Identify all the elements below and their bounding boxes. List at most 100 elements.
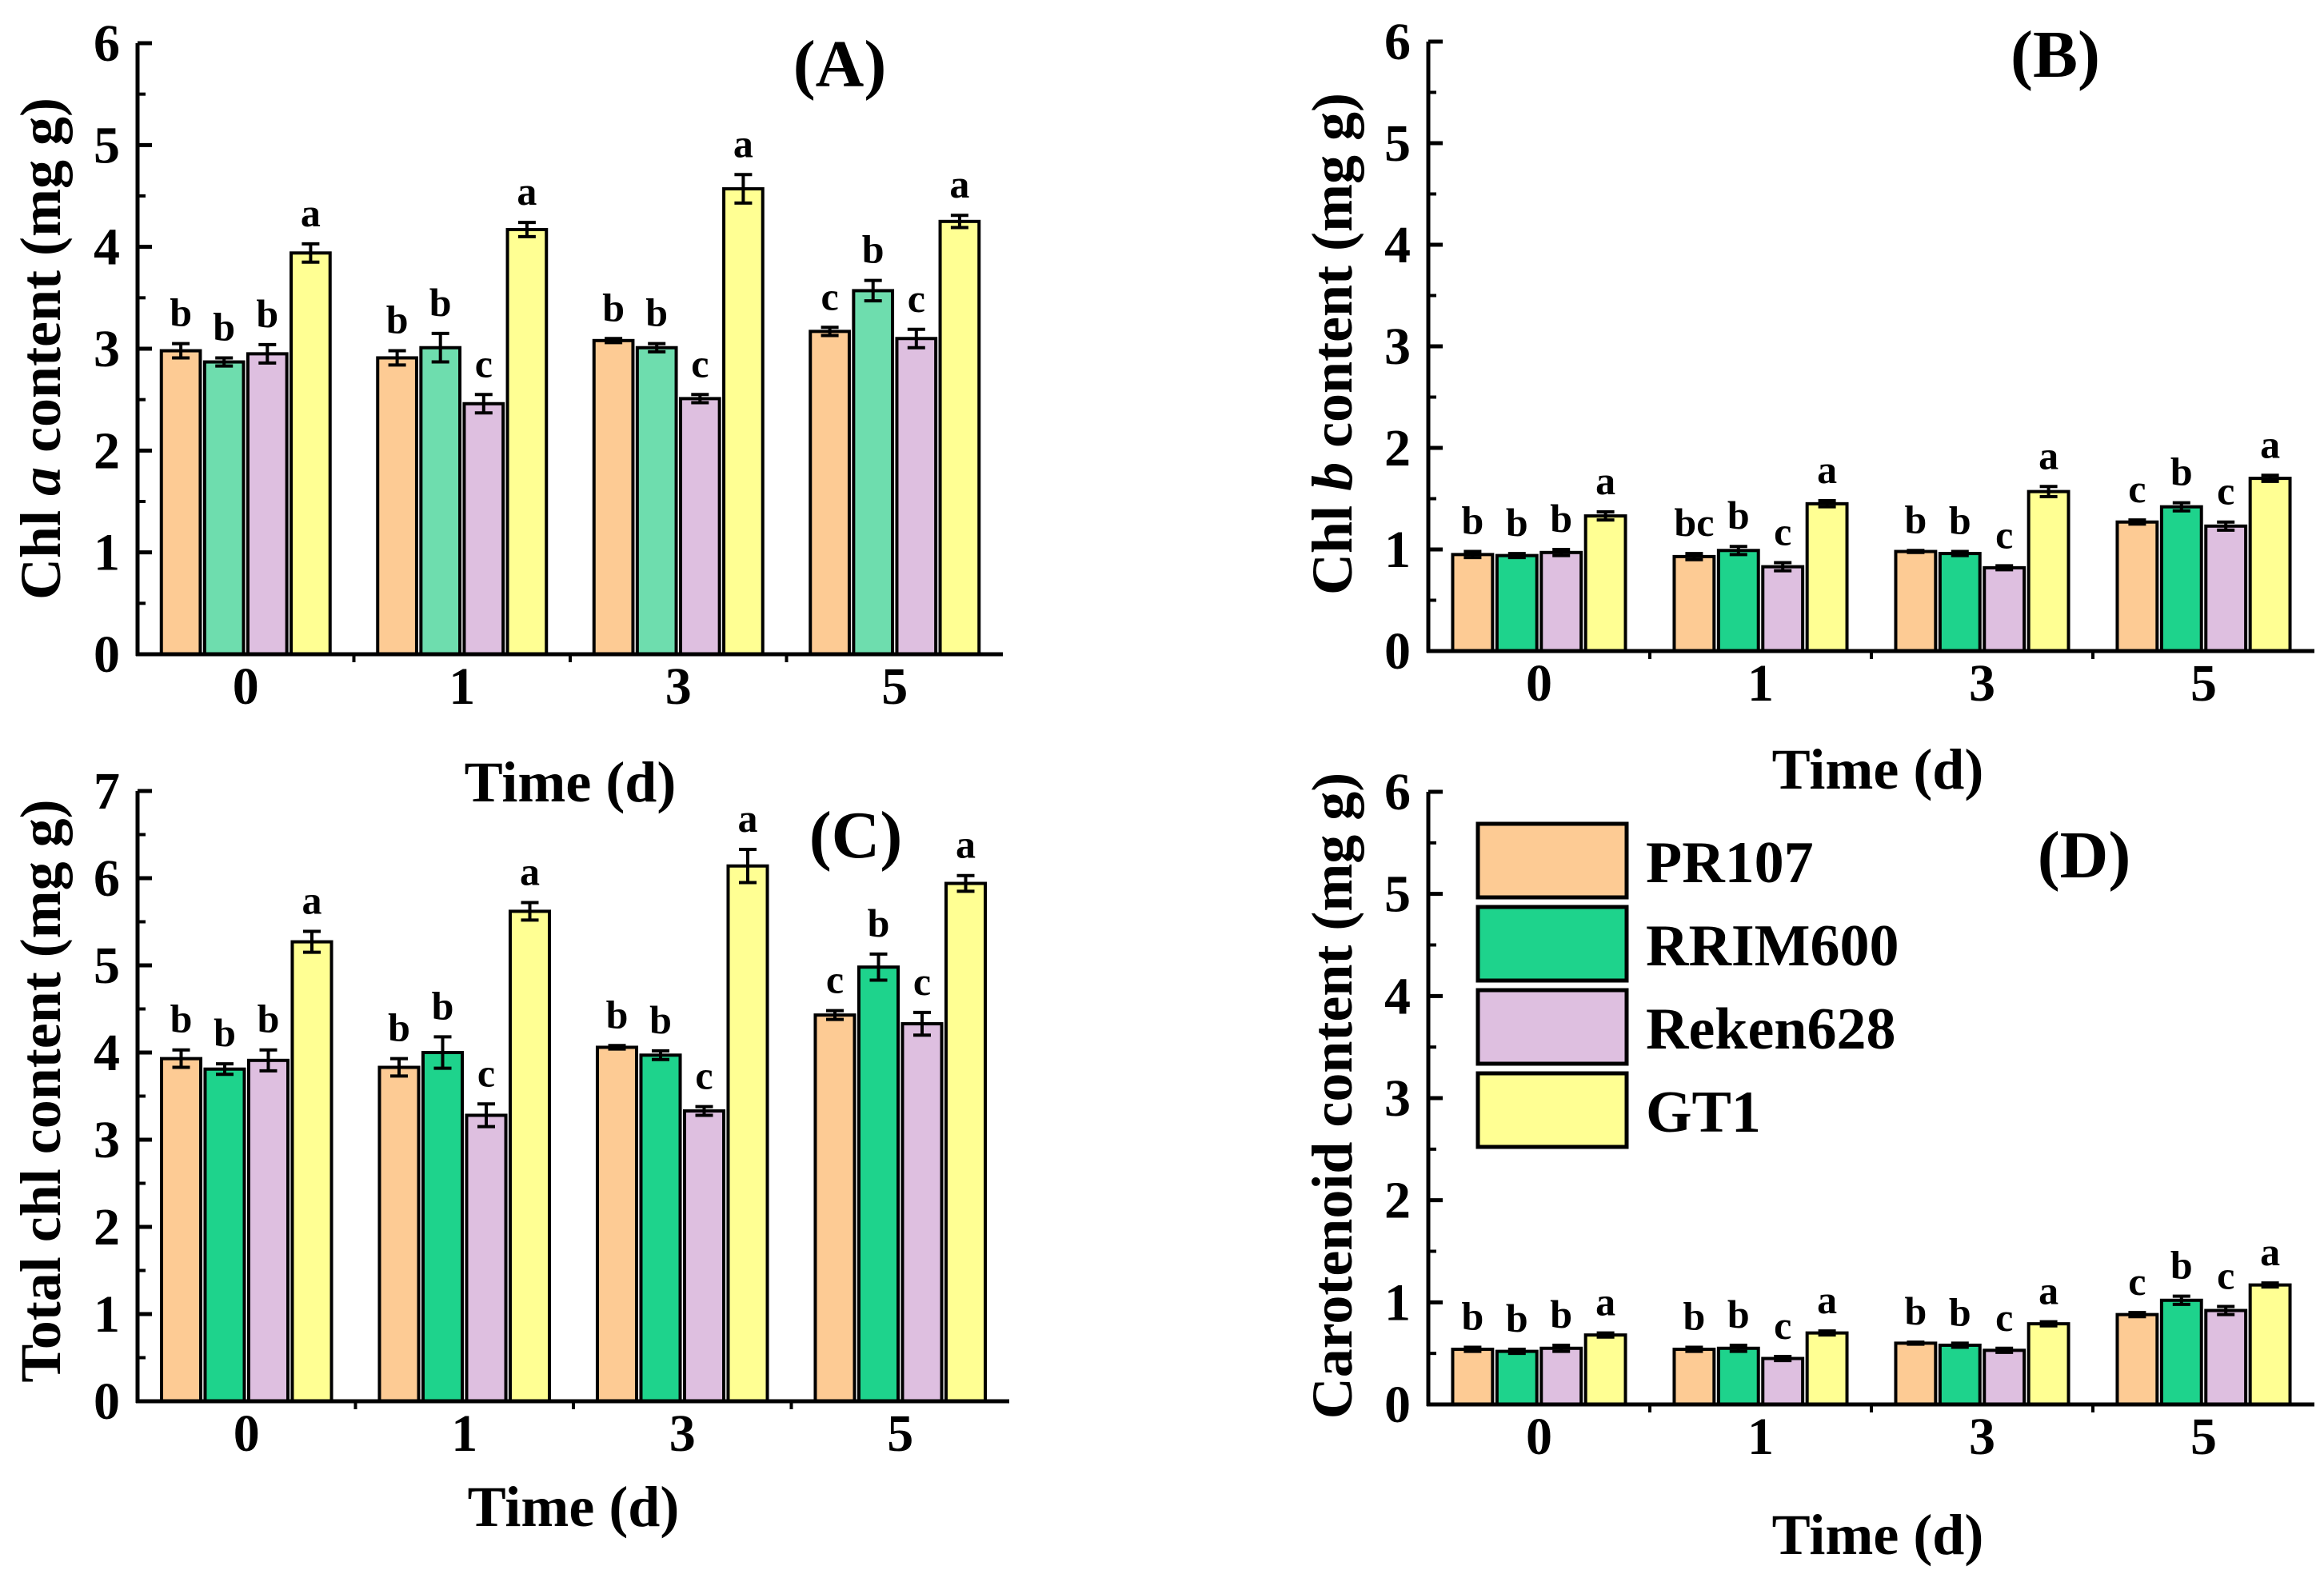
significance-letter: b	[388, 1005, 410, 1050]
bar-rrim600-1	[1716, 1346, 1760, 1406]
x-axis-title: Time (d)	[468, 1475, 680, 1539]
bar-rrim600-1	[1716, 549, 1760, 653]
panel-title: (D)	[2038, 818, 2131, 893]
significance-letter: c	[1774, 509, 1791, 554]
bar-pr107-5	[809, 330, 851, 656]
bar-gt1-5	[2248, 1283, 2292, 1406]
y-tick-label: 3	[94, 320, 120, 378]
x-tick-label: 5	[2190, 654, 2217, 713]
significance-letter: b	[862, 227, 884, 272]
significance-letter: b	[602, 285, 625, 330]
x-tick-label: 3	[1969, 654, 1995, 713]
significance-letter: b	[170, 997, 193, 1041]
y-tick-label: 0	[1384, 1376, 1411, 1434]
y-tick-label: 6	[1384, 763, 1411, 821]
significance-letter: c	[2217, 1252, 2234, 1297]
significance-letter: b	[258, 997, 280, 1041]
panel-title: (B)	[2011, 18, 2100, 92]
y-axis-title: Chl b content (mg g)	[1300, 93, 1364, 595]
legend-swatch-gt1	[1475, 1071, 1629, 1149]
x-tick-label: 3	[1969, 1408, 1995, 1466]
legend-label-reken628: Reken628	[1646, 997, 1895, 1062]
significance-letter: b	[1550, 496, 1572, 541]
bar-rrim600-3	[1938, 552, 1982, 653]
x-tick-label: 1	[1747, 654, 1774, 713]
bar-rrim600-5	[852, 289, 895, 656]
bar-pr107-5	[2115, 1312, 2159, 1406]
bar-rrim600-0	[1495, 1349, 1539, 1406]
legend-label-gt1: GT1	[1646, 1080, 1761, 1145]
significance-letter: c	[913, 959, 931, 1004]
bar-rrim600-5	[2159, 505, 2203, 653]
y-tick-label: 5	[94, 937, 120, 995]
bar-rrim600-5	[857, 965, 900, 1404]
significance-letter: b	[868, 901, 890, 945]
significance-letter: b	[1727, 1292, 1750, 1336]
significance-letter: c	[475, 341, 493, 386]
significance-letter: b	[170, 290, 192, 335]
significance-letter: b	[606, 992, 629, 1037]
x-tick-label: 0	[233, 657, 259, 716]
x-tick-label: 0	[1526, 1408, 1552, 1466]
bar-rrim600-0	[202, 360, 246, 656]
y-tick-label: 4	[94, 218, 120, 277]
x-tick-label: 0	[234, 1404, 260, 1463]
y-tick-label: 5	[94, 116, 120, 174]
bar-gt1-3	[2027, 1322, 2070, 1406]
x-tick-label: 5	[2190, 1408, 2217, 1466]
bar-pr107-3	[595, 1045, 639, 1403]
bar-reken628-0	[246, 352, 289, 656]
y-tick-label: 1	[94, 1285, 120, 1344]
significance-letter: c	[2128, 466, 2146, 511]
bar-reken628-0	[246, 1058, 290, 1404]
bar-gt1-3	[722, 187, 765, 656]
y-axis-title: Total chl content (mg g)	[9, 799, 73, 1382]
bar-rrim600-1	[419, 346, 462, 656]
bar-reken628-1	[465, 1113, 508, 1403]
bar-rrim600-1	[421, 1051, 465, 1403]
bar-pr107-0	[1451, 553, 1495, 653]
significance-letter: c	[2217, 469, 2234, 513]
y-tick-label: 1	[1384, 521, 1411, 579]
bar-rrim600-3	[635, 346, 678, 656]
bar-gt1-1	[1805, 501, 1849, 653]
y-tick-label: 4	[1384, 967, 1411, 1025]
x-tick-label: 1	[449, 657, 475, 716]
y-tick-label: 3	[94, 1111, 120, 1169]
panel-title: (C)	[809, 798, 903, 873]
bar-reken628-3	[682, 1109, 726, 1404]
bar-pr107-5	[2115, 520, 2159, 653]
significance-letter: c	[691, 341, 709, 386]
bar-reken628-1	[1761, 565, 1805, 653]
y-tick-label: 4	[1384, 216, 1411, 274]
bar-gt1-0	[290, 940, 333, 1403]
y-tick-label: 7	[94, 762, 120, 821]
bar-reken628-5	[2204, 524, 2248, 653]
bar-rrim600-3	[639, 1053, 682, 1404]
significance-letter: c	[695, 1053, 713, 1098]
significance-letter: b	[1949, 1289, 1971, 1334]
bar-reken628-1	[1761, 1356, 1805, 1407]
significance-letter: b	[1506, 1296, 1528, 1340]
significance-letter: b	[1461, 1294, 1483, 1339]
significance-letter: b	[1550, 1292, 1572, 1336]
legend-swatch-pr107	[1475, 821, 1629, 900]
significance-letter: b	[1506, 500, 1528, 545]
legend-label-pr107: PR107	[1646, 830, 1814, 896]
bar-pr107-1	[1672, 1348, 1716, 1407]
bar-pr107-1	[1672, 554, 1716, 653]
x-tick-label: 3	[669, 1404, 696, 1463]
significance-letter: a	[2038, 433, 2058, 477]
significance-letter: b	[386, 298, 409, 342]
significance-letter: b	[1904, 497, 1927, 541]
bar-reken628-5	[900, 1022, 944, 1404]
bar-gt1-3	[726, 864, 769, 1403]
significance-letter: b	[256, 291, 278, 336]
significance-letter: c	[2128, 1259, 2146, 1304]
bar-reken628-5	[2204, 1308, 2248, 1406]
significance-letter: b	[645, 290, 668, 335]
bar-rrim600-5	[2159, 1298, 2203, 1407]
bar-reken628-3	[1983, 565, 2027, 653]
